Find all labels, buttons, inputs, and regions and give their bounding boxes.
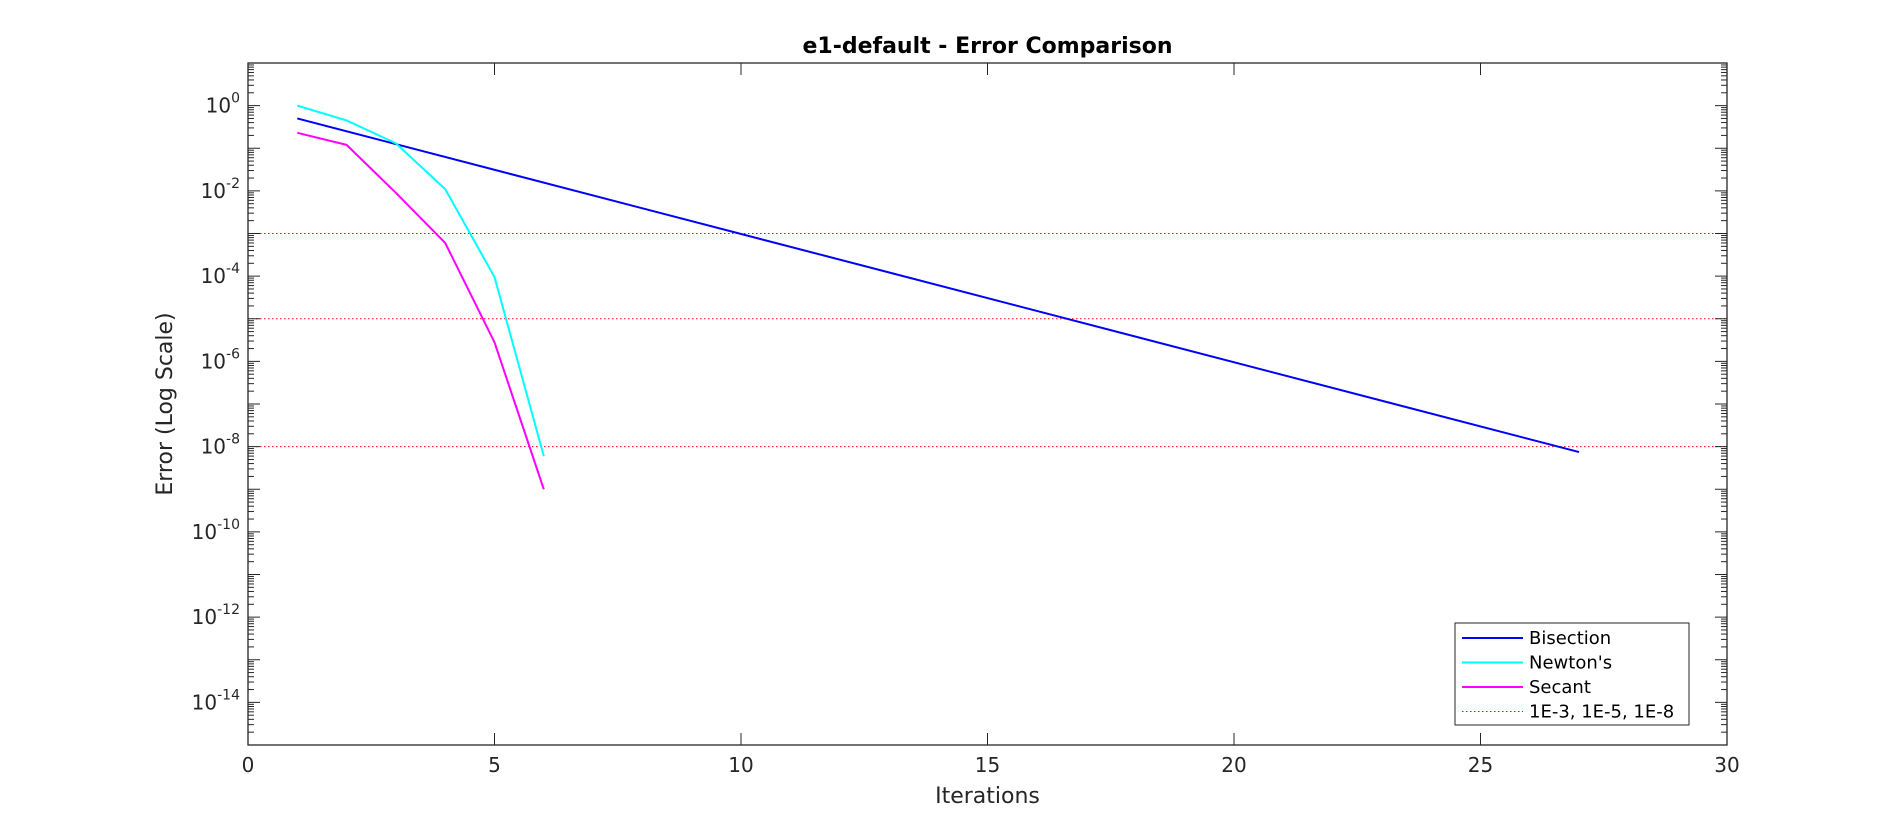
legend-label: Bisection — [1529, 628, 1611, 649]
y-tick-label: 10-6 — [201, 346, 241, 373]
x-axis-label: Iterations — [935, 784, 1040, 809]
legend-label: 1E-3, 1E-5, 1E-8 — [1529, 702, 1674, 723]
x-tick-label: 5 — [488, 753, 501, 777]
y-tick-label: 10-4 — [201, 261, 241, 288]
x-tick-label: 10 — [728, 753, 753, 777]
legend-label: Secant — [1529, 677, 1591, 698]
y-tick-label: 10-14 — [192, 687, 240, 714]
series-line-bisection — [297, 117, 1580, 454]
chart-title: e1-default - Error Comparison — [802, 34, 1172, 59]
legend-label: Newton's — [1529, 653, 1612, 674]
legend-box — [1454, 622, 1690, 726]
y-tick-label: 10-10 — [192, 517, 240, 544]
x-tick-label: 0 — [242, 753, 255, 777]
legend: Bisection Newton's Secant 1E-3, 1E-5, 1E-8 — [1454, 622, 1690, 726]
x-tick-label: 25 — [1468, 753, 1493, 777]
axes-frame — [247, 62, 1728, 746]
y-tick-label: 10-12 — [192, 602, 240, 629]
x-tick-label: 15 — [975, 753, 1000, 777]
y-tick-label: 10-2 — [201, 176, 240, 203]
series-line-secant — [297, 131, 545, 490]
y-tick-label: 100 — [206, 91, 240, 118]
y-tick-label: 10-8 — [201, 432, 240, 459]
x-tick-label: 20 — [1221, 753, 1246, 777]
series-line-newton-s — [297, 104, 545, 457]
y-axis-label: Error (Log Scale) — [153, 312, 178, 495]
x-tick-label: 30 — [1714, 753, 1739, 777]
